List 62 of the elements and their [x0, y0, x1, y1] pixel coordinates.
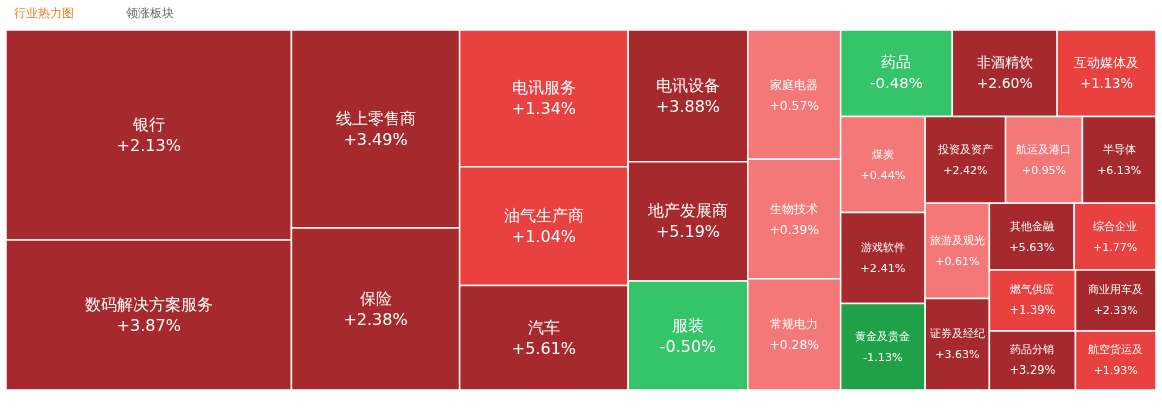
- category-label: 线上零售商: [335, 109, 416, 128]
- category-label: 油气生产商: [503, 206, 584, 226]
- category-label: 旅游及观光: [929, 233, 985, 247]
- category-label: 燃气供应: [1010, 282, 1055, 297]
- category-label: 商业用车及: [1088, 283, 1144, 297]
- data-label: +1.77%: [1093, 240, 1138, 254]
- data-label: +5.61%: [511, 338, 577, 358]
- data-label: +3.63%: [935, 348, 980, 362]
- category-label: 生物技术: [770, 201, 819, 216]
- category-label: 航运及港口: [1016, 142, 1072, 156]
- data-label: +1.39%: [1009, 303, 1056, 318]
- data-label: +2.13%: [116, 136, 181, 155]
- category-label: 服装: [671, 315, 704, 335]
- category-label: 药品: [881, 53, 912, 72]
- data-label: +5.19%: [655, 222, 720, 242]
- category-label: 保险: [359, 289, 392, 308]
- data-label: +0.61%: [935, 254, 980, 268]
- data-label: +2.41%: [860, 261, 906, 275]
- data-label: -1.13%: [862, 350, 904, 364]
- category-label: 其他金融: [1009, 219, 1054, 233]
- data-label: +3.87%: [116, 316, 181, 335]
- data-label: +3.29%: [1009, 363, 1056, 378]
- data-label: +6.13%: [1097, 163, 1142, 177]
- data-label: +1.13%: [1080, 76, 1134, 92]
- category-label: 电讯服务: [511, 78, 576, 98]
- data-label: +3.49%: [343, 130, 408, 149]
- data-label: +2.38%: [343, 310, 408, 329]
- category-label: 煤炭: [871, 147, 894, 161]
- category-label: 数码解决方案服务: [84, 295, 213, 314]
- data-label: +5.63%: [1009, 240, 1055, 254]
- category-label: 电讯设备: [655, 75, 720, 95]
- category-label: 药品分销: [1010, 342, 1055, 357]
- data-label: +1.34%: [511, 99, 577, 119]
- category-label: 投资及资产: [936, 142, 993, 156]
- data-label: -0.50%: [659, 336, 717, 356]
- category-label: 黄金及贵金: [855, 329, 911, 343]
- text: 行业热力图: [14, 6, 74, 20]
- category-label: 地产发展商: [646, 201, 728, 221]
- data-label: +0.44%: [860, 168, 906, 182]
- data-label: +0.95%: [1021, 163, 1067, 177]
- category-label: 互动媒体及: [1074, 55, 1140, 71]
- category-label: 家庭电器: [770, 77, 819, 92]
- text: 领涨板块: [126, 6, 174, 20]
- data-label: +2.60%: [976, 75, 1033, 92]
- data-label: +0.28%: [769, 338, 820, 353]
- category-label: 航空货运及: [1088, 343, 1144, 357]
- data-label: +3.88%: [655, 96, 720, 116]
- category-label: 汽车: [527, 317, 560, 337]
- data-label: +2.42%: [943, 163, 988, 177]
- data-label: -0.48%: [870, 74, 923, 93]
- category-label: 游戏软件: [860, 240, 905, 254]
- category-label: 综合企业: [1093, 219, 1138, 233]
- data-label: +1.04%: [511, 227, 577, 247]
- category-label: 证券及经纪: [929, 327, 985, 341]
- data-label: +2.33%: [1093, 304, 1138, 318]
- data-label: +1.93%: [1093, 364, 1138, 378]
- category-label: 常规电力: [770, 317, 819, 332]
- category-label: 银行: [131, 115, 165, 134]
- category-label: 非酒精饮: [976, 54, 1033, 71]
- data-label: +0.57%: [769, 98, 820, 113]
- data-label: +0.39%: [769, 222, 820, 237]
- category-label: 半导体: [1102, 142, 1136, 156]
